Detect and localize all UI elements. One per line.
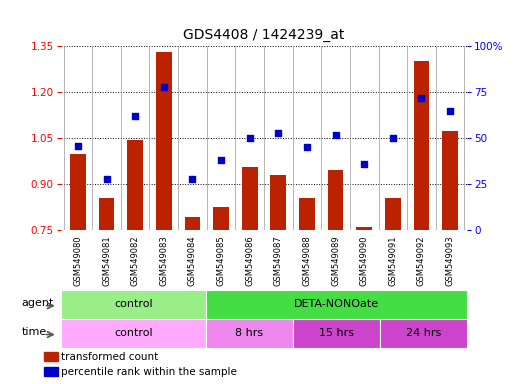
Bar (293, 319, 380, 348)
Point (159, 84, 168, 90)
Point (389, 135, 397, 141)
Point (102, 176, 111, 182)
Text: time: time (21, 327, 46, 337)
Point (360, 161, 369, 167)
Bar (206, 319, 293, 348)
Text: GDS4408 / 1424239_at: GDS4408 / 1424239_at (183, 28, 345, 41)
Point (74, 142, 82, 149)
Text: GSM549087: GSM549087 (274, 235, 283, 286)
Text: GSM549088: GSM549088 (303, 235, 312, 286)
Text: 8 hrs: 8 hrs (235, 328, 263, 338)
Text: GSM549082: GSM549082 (130, 235, 140, 286)
Bar (44, 367, 58, 376)
Text: GSM549093: GSM549093 (446, 235, 455, 286)
Text: GSM549092: GSM549092 (417, 235, 426, 286)
Text: control: control (114, 328, 153, 338)
Text: GSM549089: GSM549089 (331, 235, 340, 286)
Bar (61, 290, 206, 319)
Bar (299, 198, 315, 230)
Bar (270, 175, 286, 230)
Point (446, 108, 454, 114)
Point (274, 130, 282, 136)
Point (332, 131, 340, 137)
Point (131, 113, 139, 119)
Bar (242, 167, 258, 230)
Text: 24 hrs: 24 hrs (406, 328, 441, 338)
Bar (156, 52, 172, 230)
Bar (380, 319, 467, 348)
Text: percentile rank within the sample: percentile rank within the sample (61, 367, 237, 377)
Text: control: control (114, 299, 153, 310)
Text: GSM549086: GSM549086 (245, 235, 254, 286)
Bar (61, 319, 206, 348)
Point (417, 94, 426, 101)
Bar (442, 131, 458, 230)
Point (217, 157, 225, 164)
Bar (44, 352, 58, 361)
Bar (413, 61, 429, 230)
Bar (206, 290, 467, 319)
Bar (70, 154, 86, 230)
Text: DETA-NONOate: DETA-NONOate (294, 299, 379, 310)
Text: transformed count: transformed count (61, 352, 158, 362)
Point (188, 176, 196, 182)
Text: 15 hrs: 15 hrs (319, 328, 354, 338)
Text: agent: agent (21, 298, 54, 308)
Bar (185, 217, 200, 230)
Text: GSM549090: GSM549090 (360, 235, 369, 286)
Point (246, 135, 254, 141)
Text: GSM549081: GSM549081 (102, 235, 111, 286)
Bar (356, 227, 372, 230)
Text: GSM549084: GSM549084 (188, 235, 197, 286)
Bar (127, 140, 143, 230)
Text: GSM549091: GSM549091 (388, 235, 398, 286)
Bar (99, 198, 115, 230)
Text: GSM549085: GSM549085 (216, 235, 225, 286)
Text: GSM549083: GSM549083 (159, 235, 168, 286)
Text: GSM549080: GSM549080 (73, 235, 82, 286)
Point (303, 144, 311, 151)
Bar (213, 207, 229, 230)
Bar (328, 170, 343, 230)
Bar (385, 198, 401, 230)
